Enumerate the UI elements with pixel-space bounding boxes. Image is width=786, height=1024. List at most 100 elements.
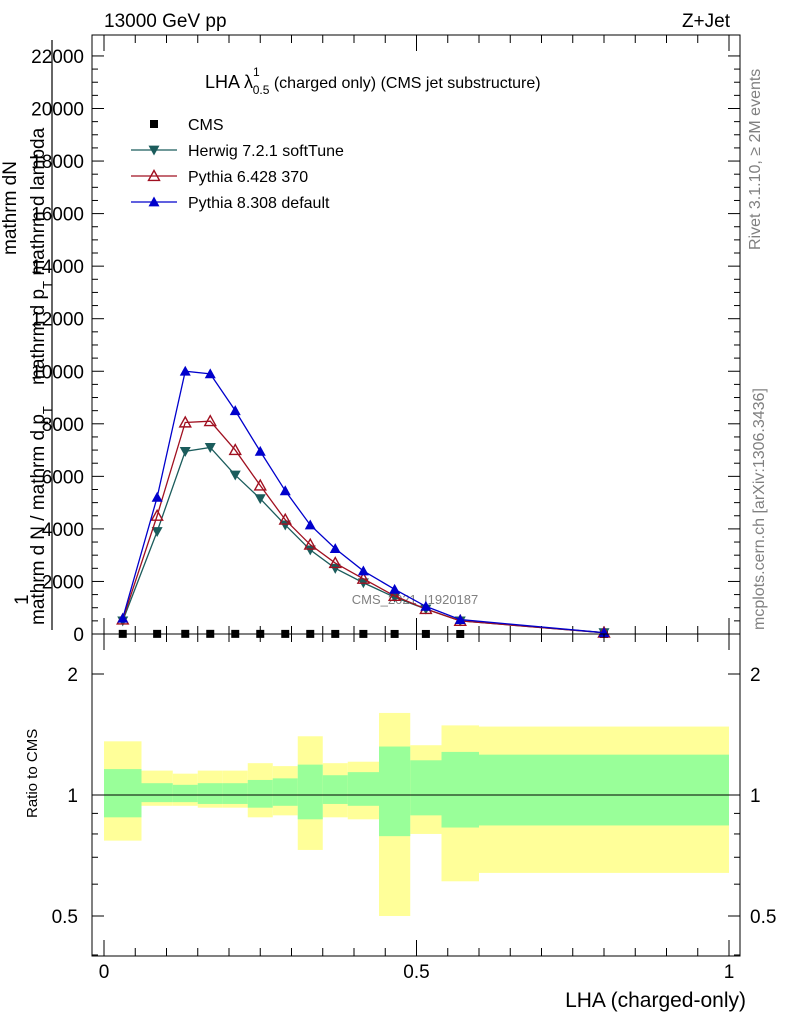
data-point xyxy=(356,571,371,584)
plot-title: LHA λ1 0.5 (charged only) (CMS jet substr… xyxy=(205,65,541,97)
main-y-label: 1 mathrm dN / mathrm d pT mathrm dN math… xyxy=(0,40,55,630)
y-label-numerator: mathrm dN xyxy=(0,161,21,255)
main-y-tick-label: 16000 xyxy=(31,205,84,226)
plot-title-sup: 1 xyxy=(253,65,260,79)
ratio-stat-band xyxy=(441,751,479,828)
x-tick-label: 0.5 xyxy=(403,962,429,983)
data-point xyxy=(303,537,317,550)
legend-entry: Herwig 7.2.1 softTune xyxy=(131,143,344,160)
ratio-y-tick-label-right: 1 xyxy=(750,786,761,807)
ratio-stat-band xyxy=(297,764,323,820)
legend-label: Pythia 8.308 default xyxy=(188,195,330,212)
data-point xyxy=(178,415,192,428)
data-point xyxy=(328,556,342,569)
x-tick-label: 1 xyxy=(724,962,735,983)
ratio-stat-band xyxy=(479,754,729,826)
main-plot: 0200040006000800010000120001400016000180… xyxy=(0,34,741,646)
data-point xyxy=(179,446,191,457)
ratio-stat-band xyxy=(104,769,142,818)
y-label-numerator-2: mathrm d pT mathrm d lambda xyxy=(28,127,55,385)
data-point xyxy=(387,588,402,602)
series-3 xyxy=(117,365,610,638)
plot-title-rest: (charged only) (CMS jet substructure) xyxy=(269,75,540,92)
y-label-fraction-one: 1 xyxy=(12,594,33,605)
ratio-stat-band xyxy=(172,784,198,803)
ratio-stat-band xyxy=(247,779,273,808)
plot-title-sub: 0.5 xyxy=(253,83,270,97)
ratio-y-tick-label: 2 xyxy=(67,665,78,686)
main-y-tick-label: 12000 xyxy=(31,310,84,331)
ratio-y-label: Ratio to CMS xyxy=(24,729,41,818)
data-point xyxy=(179,365,191,376)
data-point xyxy=(454,614,466,624)
series-line xyxy=(122,420,605,634)
data-point xyxy=(229,470,241,481)
x-tick-label: 0 xyxy=(99,962,110,983)
data-point xyxy=(203,414,217,427)
data-point xyxy=(151,491,163,502)
mcplots-label: mcplots.cern.ch [arXiv:1306.3436] xyxy=(751,388,768,630)
data-point xyxy=(254,494,266,505)
header-process: Z+Jet xyxy=(682,11,731,32)
ratio-stat-band xyxy=(272,778,298,806)
legend-marker xyxy=(148,145,160,156)
ratio-stat-band xyxy=(222,783,248,804)
data-point xyxy=(279,485,291,496)
legend-marker xyxy=(147,169,161,182)
legend-label: Herwig 7.2.1 softTune xyxy=(188,143,344,160)
legend-entry: Pythia 8.308 default xyxy=(131,195,330,212)
data-point xyxy=(389,583,401,594)
data-point xyxy=(228,443,242,456)
data-point xyxy=(329,563,341,574)
data-point xyxy=(253,478,267,491)
data-point xyxy=(304,545,316,556)
data-point xyxy=(151,527,163,538)
data-point xyxy=(329,543,341,554)
ratio-bands xyxy=(104,712,729,916)
ratio-y-tick-label-right: 0.5 xyxy=(750,907,776,928)
legend-marker xyxy=(148,196,160,207)
data-point xyxy=(254,445,266,456)
legend-entry: CMS xyxy=(150,117,224,134)
data-point xyxy=(304,519,316,530)
data-point xyxy=(598,627,610,638)
ratio-stat-band xyxy=(322,775,348,804)
main-y-tick-label: 0 xyxy=(73,625,84,646)
rivet-version-label: Rivet 3.1.10, ≥ 2M events xyxy=(747,69,764,250)
legend-label: Pythia 6.428 370 xyxy=(188,169,308,186)
data-point xyxy=(150,508,164,521)
ratio-stat-band xyxy=(141,783,173,803)
analysis-watermark: CMS_2021_I1920187 xyxy=(352,592,479,607)
series-line xyxy=(122,370,605,634)
main-y-tick-label: 10000 xyxy=(31,362,84,383)
plot-title-main: LHA λ xyxy=(205,72,253,92)
data-point xyxy=(278,512,292,525)
header-energy: 13000 GeV pp xyxy=(104,11,227,32)
ratio-stat-band xyxy=(347,772,379,806)
x-axis-label: LHA (charged-only) xyxy=(565,989,746,1012)
legend-label: CMS xyxy=(188,117,224,134)
data-point xyxy=(420,600,432,611)
main-y-tick-label: 20000 xyxy=(31,100,84,121)
ratio-y-ticks: 0.5 1 2 0.5 1 2 xyxy=(52,665,776,956)
data-point xyxy=(357,565,369,576)
ratio-stat-band xyxy=(197,783,223,804)
main-y-tick-label: 14000 xyxy=(31,257,84,278)
main-y-ticks: 0200040006000800010000120001400016000180… xyxy=(31,47,740,646)
ratio-y-tick-label: 0.5 xyxy=(52,907,78,928)
main-y-tick-label: 18000 xyxy=(31,152,84,173)
ratio-x-ticks: 0 0.5 1 xyxy=(99,634,735,983)
data-point xyxy=(229,405,241,416)
y-label-denominator: mathrm dN / mathrm d pT xyxy=(28,406,55,625)
ratio-stat-band xyxy=(410,760,442,816)
ratio-y-tick-label-right: 2 xyxy=(750,665,761,686)
ratio-y-tick-label: 1 xyxy=(67,786,78,807)
series-2 xyxy=(116,414,611,638)
legend: CMS Herwig 7.2.1 softTune Pythia 6.428 370… xyxy=(131,117,344,212)
data-point xyxy=(204,368,216,379)
data-point xyxy=(204,443,216,453)
series-1 xyxy=(117,443,610,639)
main-y-tick-label: 22000 xyxy=(31,47,84,68)
